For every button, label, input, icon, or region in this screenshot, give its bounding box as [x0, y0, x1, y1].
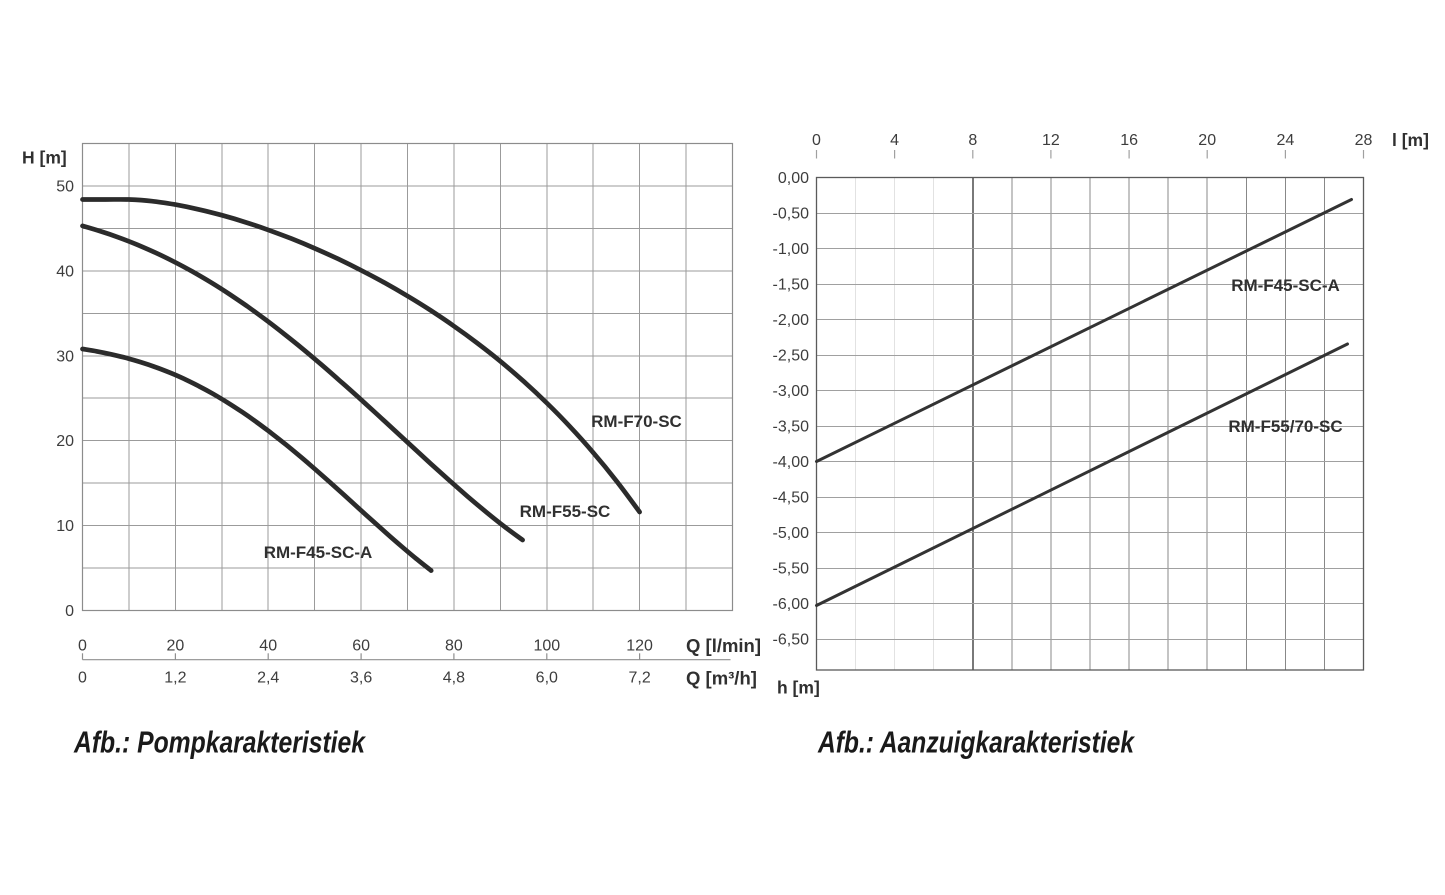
svg-text:0: 0	[65, 603, 74, 620]
svg-text:0: 0	[78, 638, 87, 655]
svg-text:2,4: 2,4	[257, 670, 279, 687]
svg-text:-1,00: -1,00	[773, 241, 810, 258]
svg-text:40: 40	[259, 638, 277, 655]
svg-text:l [m]: l [m]	[1392, 130, 1429, 150]
svg-text:20: 20	[1198, 132, 1216, 149]
svg-text:0,00: 0,00	[778, 170, 809, 187]
svg-text:Q [m³/h]: Q [m³/h]	[686, 668, 757, 689]
svg-text:20: 20	[167, 638, 185, 655]
svg-text:100: 100	[533, 638, 560, 655]
svg-text:60: 60	[352, 638, 370, 655]
svg-text:-0,50: -0,50	[773, 206, 810, 223]
svg-text:8: 8	[968, 132, 977, 149]
svg-text:120: 120	[626, 638, 653, 655]
svg-text:-5,00: -5,00	[773, 525, 810, 542]
svg-text:40: 40	[56, 263, 74, 280]
svg-text:20: 20	[56, 433, 74, 450]
svg-text:H [m]: H [m]	[22, 148, 67, 168]
svg-text:3,6: 3,6	[350, 670, 372, 687]
svg-text:30: 30	[56, 348, 74, 365]
svg-text:h [m]: h [m]	[777, 678, 820, 698]
svg-text:RM-F55-SC: RM-F55-SC	[520, 502, 611, 521]
svg-text:-5,50: -5,50	[773, 561, 810, 578]
svg-text:-3,50: -3,50	[773, 419, 810, 436]
svg-text:Afb.: Pompkarakteristiek: Afb.: Pompkarakteristiek	[73, 725, 366, 760]
svg-text:0: 0	[78, 670, 87, 687]
svg-text:4,8: 4,8	[443, 670, 465, 687]
svg-text:-3,00: -3,00	[773, 383, 810, 400]
svg-text:-6,50: -6,50	[773, 632, 810, 649]
svg-text:-4,00: -4,00	[773, 454, 810, 471]
svg-text:RM-F45-SC-A: RM-F45-SC-A	[264, 543, 373, 562]
svg-text:-2,50: -2,50	[773, 348, 810, 365]
svg-text:28: 28	[1355, 132, 1373, 149]
svg-text:80: 80	[445, 638, 463, 655]
svg-text:RM-F45-SC-A: RM-F45-SC-A	[1231, 276, 1340, 295]
svg-text:-2,00: -2,00	[773, 312, 810, 329]
svg-text:Afb.: Aanzuigkarakteristiek: Afb.: Aanzuigkarakteristiek	[817, 725, 1135, 760]
svg-text:-1,50: -1,50	[773, 277, 810, 294]
svg-text:-4,50: -4,50	[773, 490, 810, 507]
svg-text:16: 16	[1120, 132, 1138, 149]
svg-text:6,0: 6,0	[536, 670, 558, 687]
svg-text:7,2: 7,2	[628, 670, 650, 687]
svg-text:Q [l/min]: Q [l/min]	[686, 635, 761, 656]
svg-text:10: 10	[56, 518, 74, 535]
svg-text:24: 24	[1277, 132, 1295, 149]
svg-text:RM-F70-SC: RM-F70-SC	[591, 412, 682, 431]
svg-text:12: 12	[1042, 132, 1060, 149]
svg-text:50: 50	[56, 179, 74, 196]
svg-text:0: 0	[812, 132, 821, 149]
svg-text:RM-F55/70-SC: RM-F55/70-SC	[1228, 417, 1342, 436]
svg-text:1,2: 1,2	[164, 670, 186, 687]
svg-text:-6,00: -6,00	[773, 596, 810, 613]
svg-text:4: 4	[890, 132, 899, 149]
